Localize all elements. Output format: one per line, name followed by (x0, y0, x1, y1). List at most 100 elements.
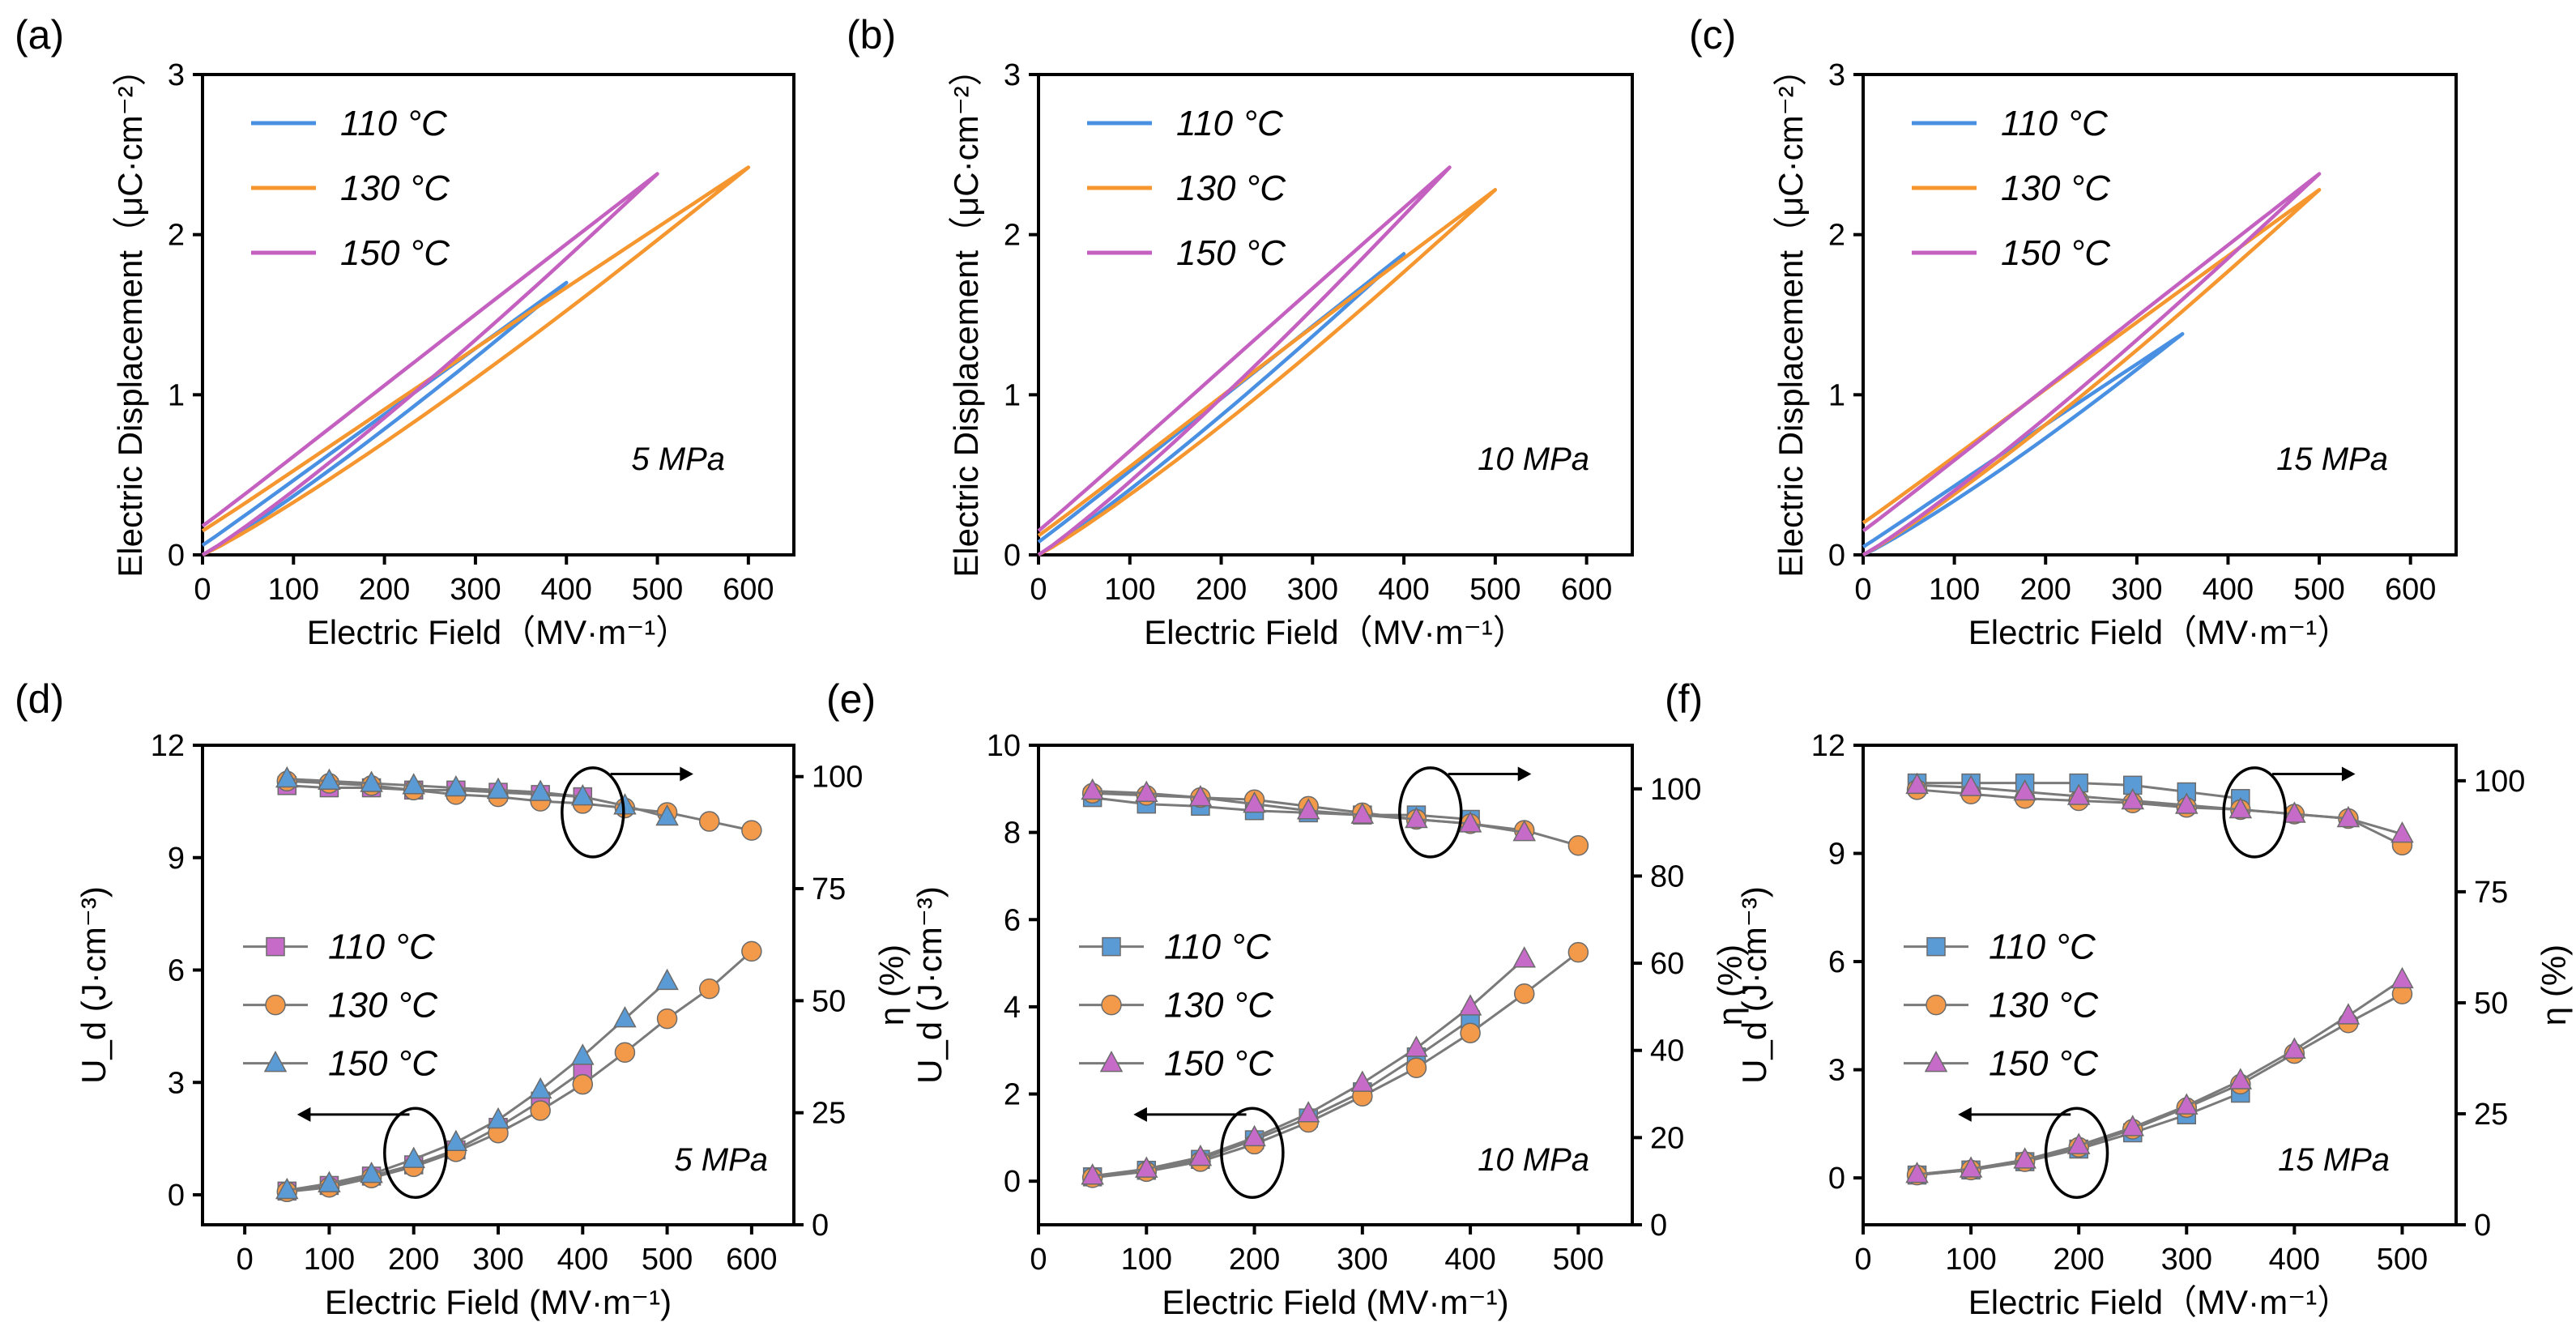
y-right-axis-title: η (%) (872, 945, 911, 1026)
x-tick-label: 300 (472, 1243, 523, 1277)
eta-group-ellipse (561, 766, 625, 859)
x-tick-label: 600 (726, 1243, 777, 1277)
x-tick-label: 0 (1030, 1243, 1047, 1277)
de-loop-line (1862, 172, 2322, 556)
legend-label: 150 °C (1989, 1044, 2099, 1084)
pressure-annotation: 5 MPa (674, 1142, 768, 1178)
x-tick-label: 600 (723, 573, 774, 607)
right-arrow-head (2341, 766, 2356, 782)
data-point-triangle (2013, 1147, 2036, 1169)
pressure-annotation: 15 MPa (2278, 1142, 2390, 1178)
data-point-triangle (360, 770, 383, 792)
data-point-triangle (318, 1171, 341, 1192)
data-point-circle (265, 994, 286, 1016)
y-right-tick-label: 0 (812, 1209, 829, 1243)
data-point-circle (1405, 1057, 1427, 1079)
data-point-triangle (613, 1006, 637, 1028)
data-point-triangle (2228, 1068, 2253, 1090)
de-loop-line (201, 280, 569, 556)
data-point-triangle (2175, 792, 2199, 814)
panel-letter: (d) (15, 676, 64, 722)
x-tick-label: 400 (2269, 1243, 2320, 1277)
y-tick-label: 9 (168, 842, 185, 876)
eta-group-ellipse (2222, 766, 2287, 859)
y-right-tick-label: 75 (2474, 876, 2508, 910)
y-tick-label: 1 (1828, 378, 1845, 412)
data-point-triangle (2336, 1003, 2361, 1025)
y-tick-label: 12 (151, 729, 185, 763)
de-loop-line (1037, 165, 1452, 556)
data-point-triangle (360, 1161, 383, 1183)
data-point-circle (530, 1100, 551, 1121)
data-point-triangle (275, 1177, 299, 1200)
x-tick-label: 400 (1444, 1243, 1495, 1277)
y-tick-label: 2 (1828, 219, 1845, 253)
panel-b-de-loops: 0 100 200 300 400 500 600 0 1 2 3 Electric Field（MV… (947, 52, 1634, 651)
data-point-square (266, 936, 285, 957)
data-point-square (1102, 936, 1121, 957)
y-right-tick-label: 100 (1650, 773, 1701, 807)
y-tick-label: 1 (168, 378, 185, 412)
y-right-tick-label: 25 (2474, 1098, 2508, 1132)
x-tick-label: 100 (304, 1243, 355, 1277)
x-tick-label: 100 (1945, 1243, 1996, 1277)
x-axis-title: Electric Field（MV·m⁻¹） (1968, 1283, 2352, 1321)
data-point-triangle (1905, 1162, 1929, 1183)
y-tick-label: 4 (1004, 991, 1021, 1025)
x-tick-label: 300 (1337, 1243, 1388, 1277)
x-tick-label: 600 (1561, 573, 1612, 607)
data-point-triangle (2066, 783, 2091, 805)
data-point-triangle (486, 777, 510, 800)
x-tick-label: 300 (2161, 1243, 2212, 1277)
data-point-triangle (2390, 966, 2414, 989)
y-tick-label: 12 (1811, 729, 1845, 763)
panel-a-de-loops: 0 100 200 300 400 500 600 0 1 2 3 Electric Field（MV… (111, 52, 795, 651)
data-point-circle (698, 978, 720, 1000)
panel-d-energy: 0 100 200 300 400 500 600 0 3 6 9 12 0 25 50 75 100 Elect… (75, 729, 911, 1321)
legend: 110 °C 130 °C 150 °C (1087, 104, 1286, 273)
data-point-triangle (263, 1051, 288, 1072)
x-tick-label: 100 (268, 573, 319, 607)
y-tick-label: 0 (1828, 539, 1845, 573)
data-point-circle (741, 940, 762, 962)
panel-letter: (c) (1689, 12, 1736, 58)
y-tick-label: 0 (1004, 1165, 1021, 1199)
legend: 110 °C 130 °C 150 °C (1912, 104, 2111, 273)
data-point-circle (614, 1042, 636, 1063)
y-right-tick-label: 40 (1650, 1034, 1684, 1068)
data-point-triangle (1081, 1163, 1104, 1185)
y-right-tick-label: 80 (1650, 859, 1684, 893)
data-point-triangle (1959, 1156, 1983, 1178)
data-point-triangle (1135, 1156, 1158, 1178)
panel-e-energy: 0 100 200 300 400 5000246810020406080100Elect… (911, 729, 1749, 1321)
y-axis-title: Electric Displacement（μC·cm⁻²） (1772, 52, 1810, 577)
y-left-axis-title: U_d (J·cm⁻³) (1735, 886, 1773, 1084)
legend-label: 110 °C (1989, 927, 2096, 967)
data-point-triangle (571, 1043, 595, 1065)
data-point-triangle (528, 1077, 552, 1099)
data-point-triangle (275, 765, 299, 788)
de-loop-line (1862, 331, 2185, 557)
panel-letter: (e) (826, 676, 876, 722)
data-point-triangle (1959, 774, 1983, 796)
de-loop-line (201, 165, 751, 557)
data-point-circle (572, 1073, 594, 1095)
legend-label: 110 °C (2001, 104, 2109, 143)
data-point-triangle (655, 968, 679, 991)
y-right-tick-label: 50 (812, 984, 846, 1018)
y-tick-label: 3 (168, 58, 185, 92)
y-left-axis-title: U_d (J·cm⁻³) (75, 886, 113, 1084)
y-right-tick-label: 25 (812, 1097, 846, 1131)
data-point-triangle (1188, 785, 1213, 807)
y-tick-label: 2 (168, 219, 185, 253)
legend-label: 150 °C (328, 1044, 438, 1084)
data-point-triangle (571, 784, 595, 806)
de-loop-line (1037, 188, 1498, 556)
y-tick-label: 1 (1004, 378, 1021, 412)
x-tick-label: 200 (1196, 573, 1247, 607)
data-point-triangle (2283, 801, 2306, 823)
data-point-triangle (1081, 778, 1104, 800)
x-tick-label: 0 (194, 573, 211, 607)
ud-series-line (1917, 992, 2403, 1177)
